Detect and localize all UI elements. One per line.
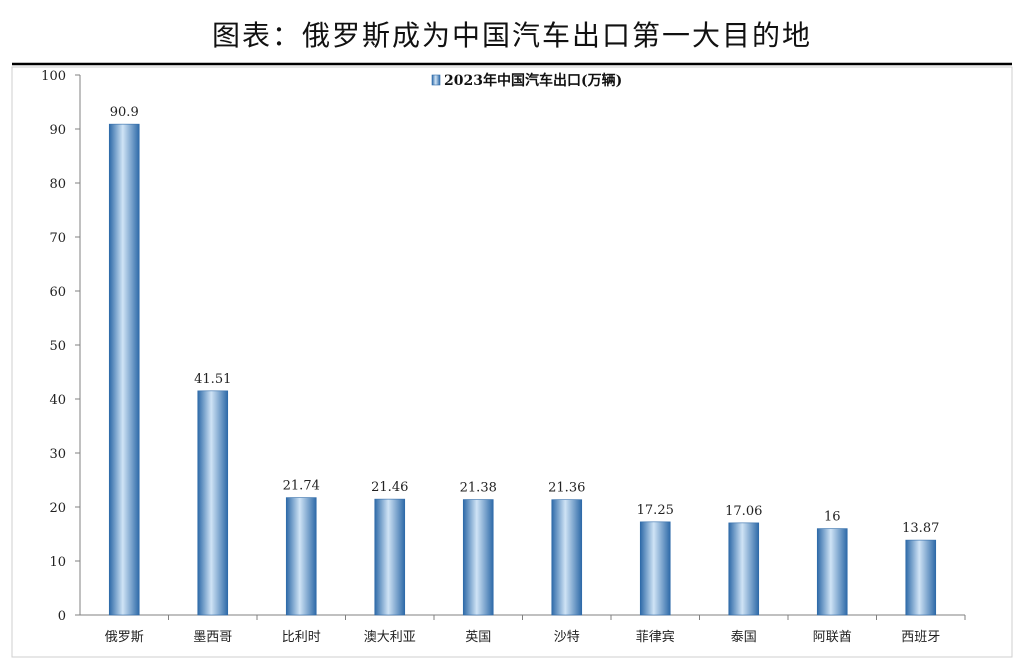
- data-label: 21.74: [283, 479, 320, 494]
- data-label: 90.9: [110, 105, 139, 120]
- data-label: 17.06: [725, 504, 762, 519]
- bar-4: [374, 498, 406, 616]
- x-tick-label: 阿联酋: [813, 629, 852, 645]
- y-tick-label: 0: [58, 609, 66, 624]
- y-tick-label: 50: [49, 339, 66, 354]
- y-tick-label: 80: [49, 177, 66, 192]
- data-label: 13.87: [902, 521, 939, 536]
- bar-7: [639, 521, 671, 616]
- x-tick-label: 沙特: [554, 630, 580, 645]
- y-tick-label: 100: [41, 69, 66, 84]
- legend-swatch: [431, 74, 441, 86]
- x-tick-label: 俄罗斯: [105, 630, 144, 645]
- bar-8: [728, 522, 760, 616]
- bar-6: [551, 499, 583, 616]
- data-label: 16: [824, 510, 841, 525]
- x-tick-label: 泰国: [731, 630, 757, 645]
- y-tick-label: 20: [49, 501, 66, 516]
- bar-3: [285, 497, 317, 616]
- y-tick-label: 30: [49, 447, 66, 462]
- x-tick-label: 澳大利亚: [364, 629, 416, 645]
- x-tick-label: 英国: [465, 630, 491, 645]
- y-tick-label: 40: [49, 393, 66, 408]
- data-label: 17.25: [637, 503, 674, 518]
- bar-5: [462, 499, 494, 616]
- legend-label: 2023年中国汽车出口(万辆): [444, 72, 622, 89]
- plot-frame: [11, 66, 1013, 658]
- y-tick-label: 90: [49, 123, 66, 138]
- bar-1: [108, 123, 140, 616]
- data-label: 41.51: [194, 372, 231, 387]
- x-tick-label: 菲律宾: [636, 629, 675, 645]
- page-title: 图表：俄罗斯成为中国汽车出口第一大目的地: [211, 19, 812, 52]
- data-label: 21.46: [371, 480, 408, 495]
- data-label: 21.38: [460, 481, 497, 496]
- x-tick-label: 西班牙: [901, 630, 940, 645]
- y-tick-label: 60: [49, 285, 66, 300]
- bar-2: [197, 390, 229, 616]
- legend: 2023年中国汽车出口(万辆): [431, 72, 622, 89]
- bars-group: 90.9 41.51 21.74 21.46 21.38 21.36 17.25 17.06 1…: [108, 105, 939, 616]
- data-label: 21.36: [548, 481, 585, 496]
- bar-9: [816, 528, 848, 616]
- y-tick-label: 70: [49, 231, 66, 246]
- y-tick-label: 10: [49, 555, 66, 570]
- x-tick-label: 墨西哥: [193, 630, 232, 645]
- bar-10: [905, 539, 937, 616]
- x-tick-label: 比利时: [282, 630, 321, 645]
